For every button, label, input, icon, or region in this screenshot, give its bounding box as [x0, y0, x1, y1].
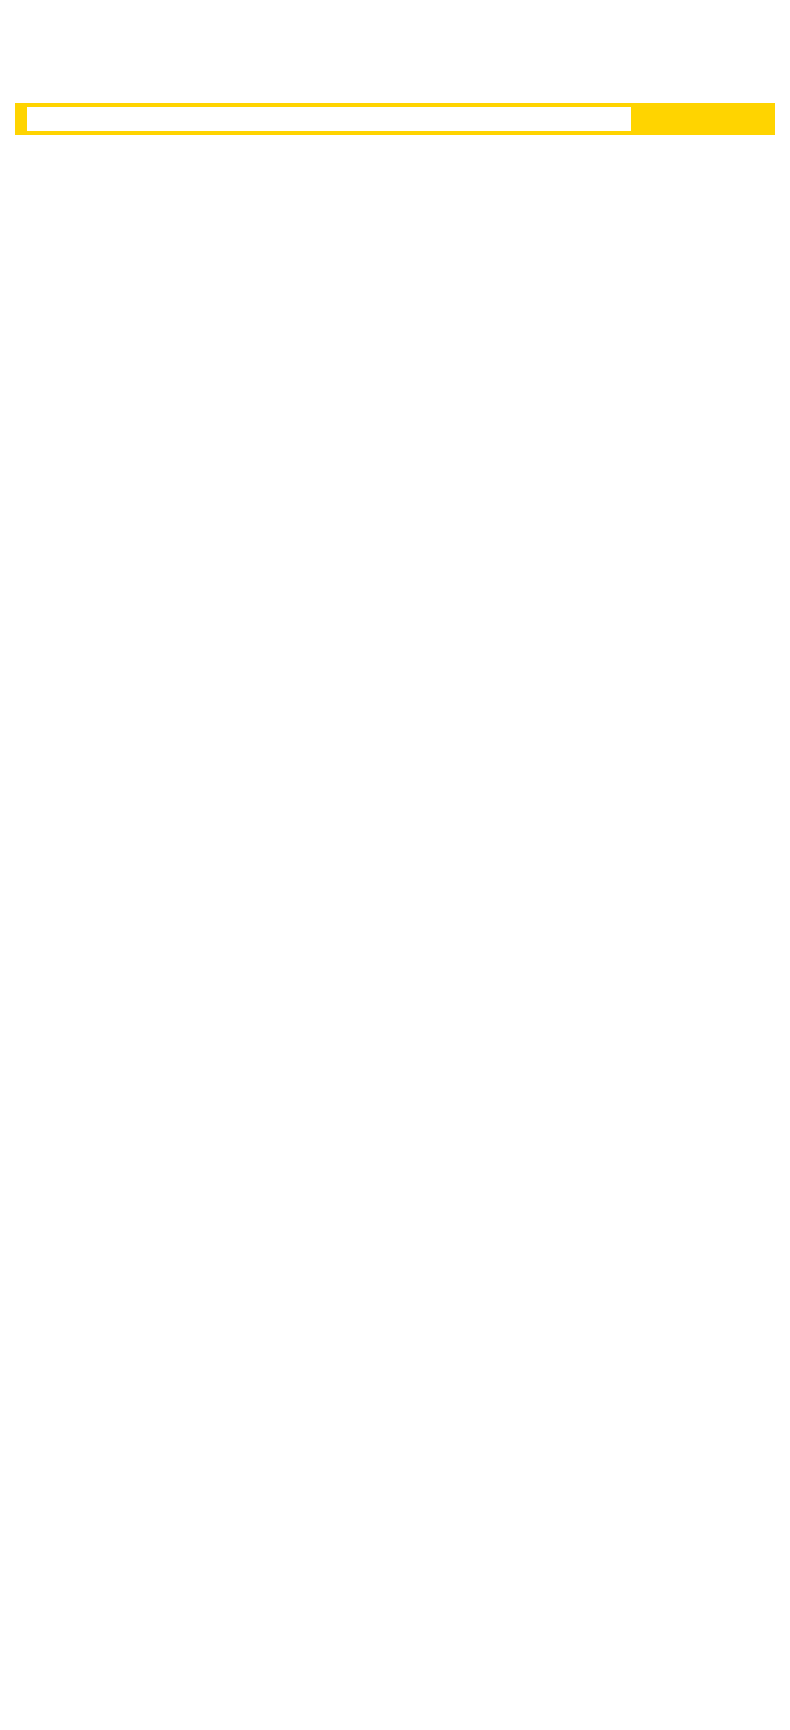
- title-underline: [370, 35, 420, 43]
- page-header: [0, 0, 790, 83]
- product-title-bar: [15, 103, 775, 135]
- title-stripe: [19, 107, 27, 131]
- technical-drawing: [15, 175, 775, 780]
- product-name: [27, 107, 631, 131]
- product-code: [631, 107, 771, 131]
